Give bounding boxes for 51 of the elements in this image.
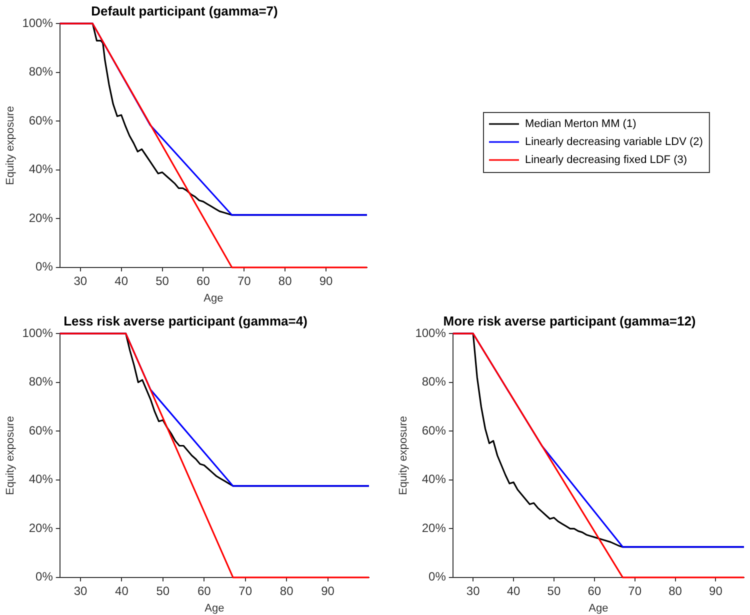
- y-tick-label: 20%: [28, 520, 54, 535]
- x-tick-label: 40: [115, 584, 129, 598]
- x-axis-title: Age: [588, 602, 608, 614]
- x-axis-title: Age: [204, 602, 224, 614]
- x-tick-label: 60: [197, 584, 212, 598]
- y-tick-label: 40%: [28, 472, 54, 486]
- y-tick-label: 60%: [28, 113, 54, 128]
- x-tick-label: 60: [588, 584, 602, 598]
- y-tick-label: 100%: [22, 326, 54, 340]
- x-tick-label: 80: [280, 584, 294, 598]
- y-tick-label: 80%: [28, 64, 54, 79]
- y-tick-label: 60%: [422, 423, 446, 438]
- x-tick-label: 90: [709, 584, 723, 598]
- chart-title: Less risk averse participant (gamma=4): [64, 313, 308, 328]
- legend-label: Linearly decreasing variable LDV (2): [525, 136, 703, 148]
- chart-title: Default participant (gamma=7): [91, 3, 278, 18]
- x-tick-label: 70: [238, 584, 252, 598]
- x-tick-label: 30: [74, 274, 88, 288]
- x-tick-label: 80: [278, 274, 292, 288]
- y-tick-label: 80%: [422, 374, 446, 389]
- legend-label: Linearly decreasing fixed LDF (3): [525, 154, 688, 166]
- x-tick-label: 30: [466, 584, 480, 598]
- x-tick-label: 50: [156, 274, 170, 288]
- x-tick-label: 70: [237, 274, 252, 288]
- x-tick-label: 40: [114, 274, 128, 288]
- y-axis-title: Equity exposure: [398, 416, 410, 495]
- x-tick-label: 70: [628, 584, 642, 598]
- x-tick-label: 30: [74, 584, 88, 598]
- y-tick-label: 100%: [415, 326, 446, 340]
- chart-title: More risk averse participant (gamma=12): [443, 313, 696, 328]
- y-tick-label: 20%: [422, 520, 446, 535]
- y-tick-label: 0%: [428, 570, 446, 584]
- x-tick-label: 90: [321, 584, 335, 598]
- x-tick-label: 80: [668, 584, 682, 598]
- legend-label: Median Merton MM (1): [525, 118, 636, 130]
- y-tick-label: 40%: [422, 472, 446, 486]
- y-tick-label: 100%: [22, 16, 54, 30]
- y-tick-label: 0%: [36, 570, 54, 584]
- x-tick-label: 50: [547, 584, 561, 598]
- x-axis-title: Age: [204, 292, 224, 304]
- x-tick-label: 40: [506, 584, 521, 598]
- x-tick-label: 60: [196, 274, 210, 288]
- y-axis-title: Equity exposure: [4, 106, 17, 185]
- y-tick-label: 40%: [28, 162, 54, 176]
- y-tick-label: 20%: [28, 210, 54, 225]
- y-axis-title: Equity exposure: [4, 416, 17, 495]
- y-tick-label: 0%: [36, 260, 54, 274]
- y-tick-label: 80%: [28, 374, 54, 389]
- y-tick-label: 60%: [28, 423, 54, 438]
- x-tick-label: 50: [156, 584, 170, 598]
- x-tick-label: 90: [319, 274, 334, 288]
